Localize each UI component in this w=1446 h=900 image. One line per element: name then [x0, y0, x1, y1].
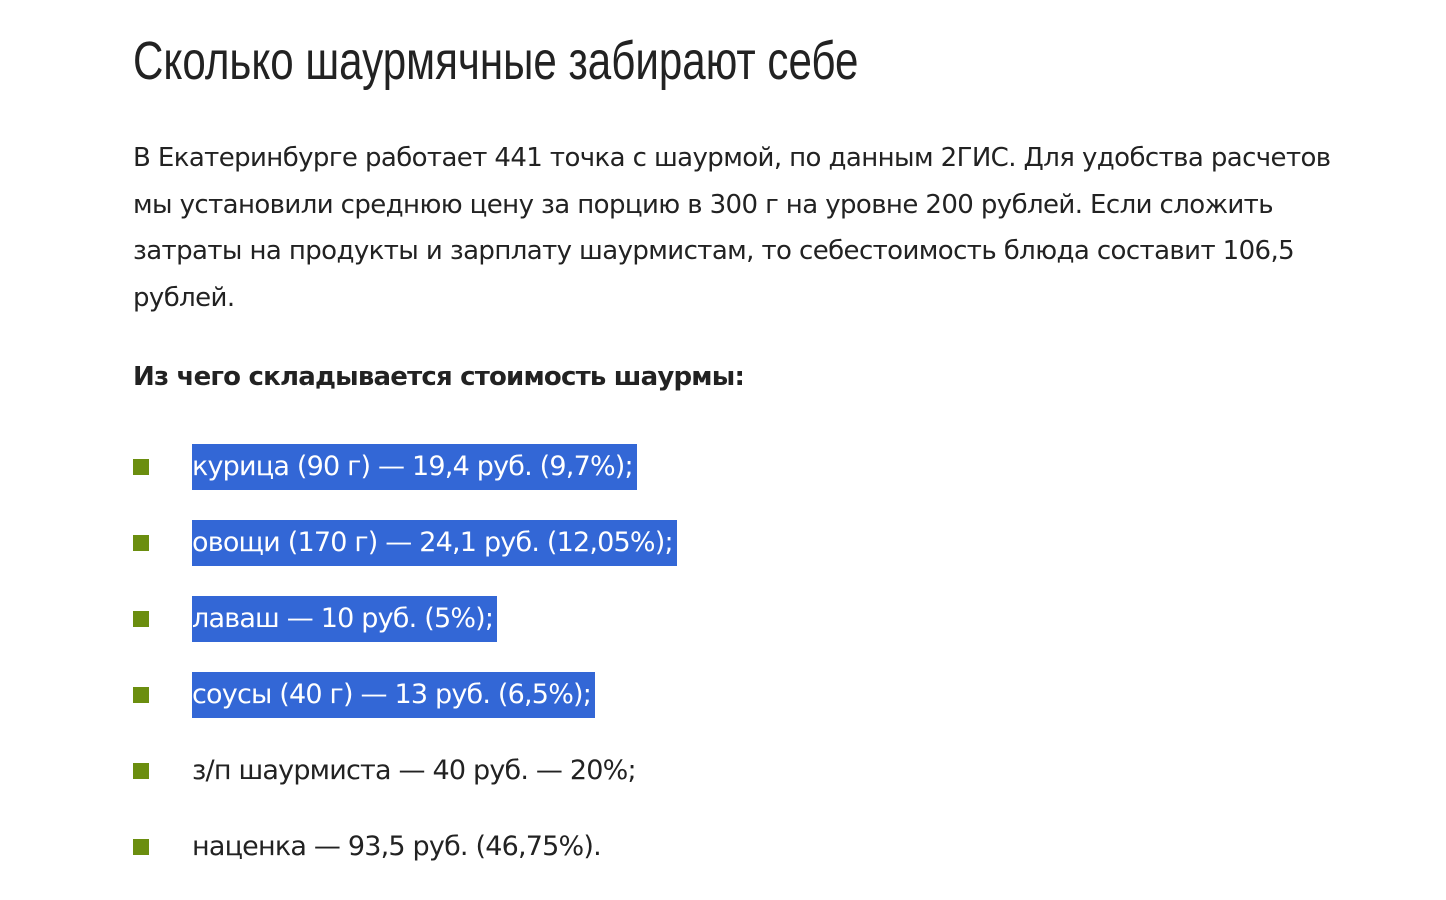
list-item-text[interactable]: лаваш — 10 руб. (5%); [192, 596, 498, 642]
square-bullet-icon [133, 535, 149, 551]
list-item-text[interactable]: соусы (40 г) — 13 руб. (6,5%); [192, 672, 596, 718]
article-paragraph: В Екатеринбурге работает 441 точка с шау… [133, 143, 1331, 313]
square-bullet-icon [133, 763, 149, 779]
square-bullet-icon [133, 459, 149, 475]
list-item-text[interactable]: наценка — 93,5 руб. (46,75%). [192, 831, 602, 862]
square-bullet-icon [133, 611, 149, 627]
list-item-text[interactable]: курица (90 г) — 19,4 руб. (9,7%); [192, 444, 637, 490]
cost-breakdown-heading: Из чего складывается стоимость шаурмы: [133, 362, 745, 392]
list-item-text[interactable]: овощи (170 г) — 24,1 руб. (12,05%); [192, 520, 677, 566]
square-bullet-icon [133, 839, 149, 855]
article-title: Сколько шаурмячные забирают себе [133, 31, 859, 91]
list-item-text[interactable]: з/п шаурмиста — 40 руб. — 20%; [192, 755, 637, 786]
square-bullet-icon [133, 687, 149, 703]
